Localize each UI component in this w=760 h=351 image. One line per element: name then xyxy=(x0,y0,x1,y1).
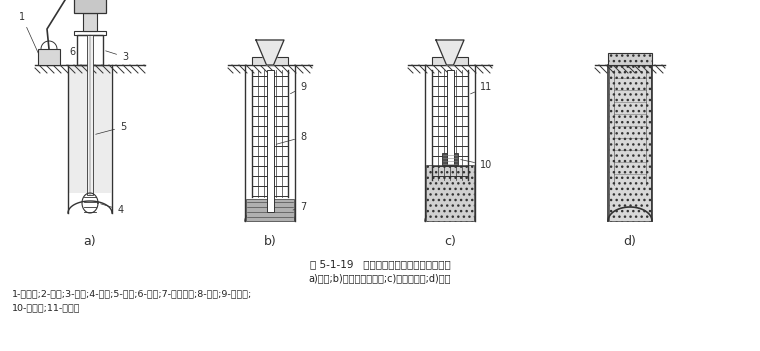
Text: 11: 11 xyxy=(470,82,492,94)
Bar xyxy=(74,31,106,35)
Bar xyxy=(442,153,458,165)
Text: 6: 6 xyxy=(69,47,75,57)
Bar xyxy=(608,53,652,65)
Text: 图 5-1-19   泥浆护壁钻孔灌注桩施工顺序图: 图 5-1-19 泥浆护壁钻孔灌注桩施工顺序图 xyxy=(309,259,451,269)
Polygon shape xyxy=(436,40,464,65)
Text: 9: 9 xyxy=(290,82,306,94)
Text: 4: 4 xyxy=(100,204,124,215)
Text: 7: 7 xyxy=(293,202,306,212)
Text: 1-泥浆泵;2-钻机;3-护筒;4-钻头;5-钻杆;6-泥浆;7-沉淀泥浆;8-导管;9-钢筋笼;: 1-泥浆泵;2-钻机;3-护筒;4-钻头;5-钻杆;6-泥浆;7-沉淀泥浆;8-… xyxy=(12,289,252,298)
Bar xyxy=(83,13,97,31)
Bar xyxy=(432,57,468,65)
Bar xyxy=(74,0,106,13)
Text: 2: 2 xyxy=(0,350,1,351)
Bar xyxy=(447,70,454,165)
Bar xyxy=(426,165,474,221)
Bar xyxy=(77,35,103,65)
Bar xyxy=(246,199,294,221)
Bar xyxy=(609,65,651,221)
Text: a)钻孔;b)下钢筋笼及导管;c)灌注混凝土;d)成桩: a)钻孔;b)下钢筋笼及导管;c)灌注混凝土;d)成桩 xyxy=(309,273,451,283)
Bar xyxy=(38,49,60,65)
Text: c): c) xyxy=(444,235,456,248)
Text: 1: 1 xyxy=(19,12,39,54)
Text: 8: 8 xyxy=(276,132,306,144)
Text: 10-隔水塞;11-混凝土: 10-隔水塞;11-混凝土 xyxy=(12,303,81,312)
Text: 3: 3 xyxy=(106,51,128,62)
Bar xyxy=(252,57,288,65)
Text: 10: 10 xyxy=(461,160,492,170)
Bar xyxy=(69,65,111,193)
Text: a): a) xyxy=(84,235,97,248)
Text: b): b) xyxy=(264,235,277,248)
Text: 5: 5 xyxy=(96,122,126,134)
Polygon shape xyxy=(256,40,284,65)
Bar xyxy=(87,35,93,195)
Text: d): d) xyxy=(623,235,636,248)
Bar xyxy=(267,70,274,212)
